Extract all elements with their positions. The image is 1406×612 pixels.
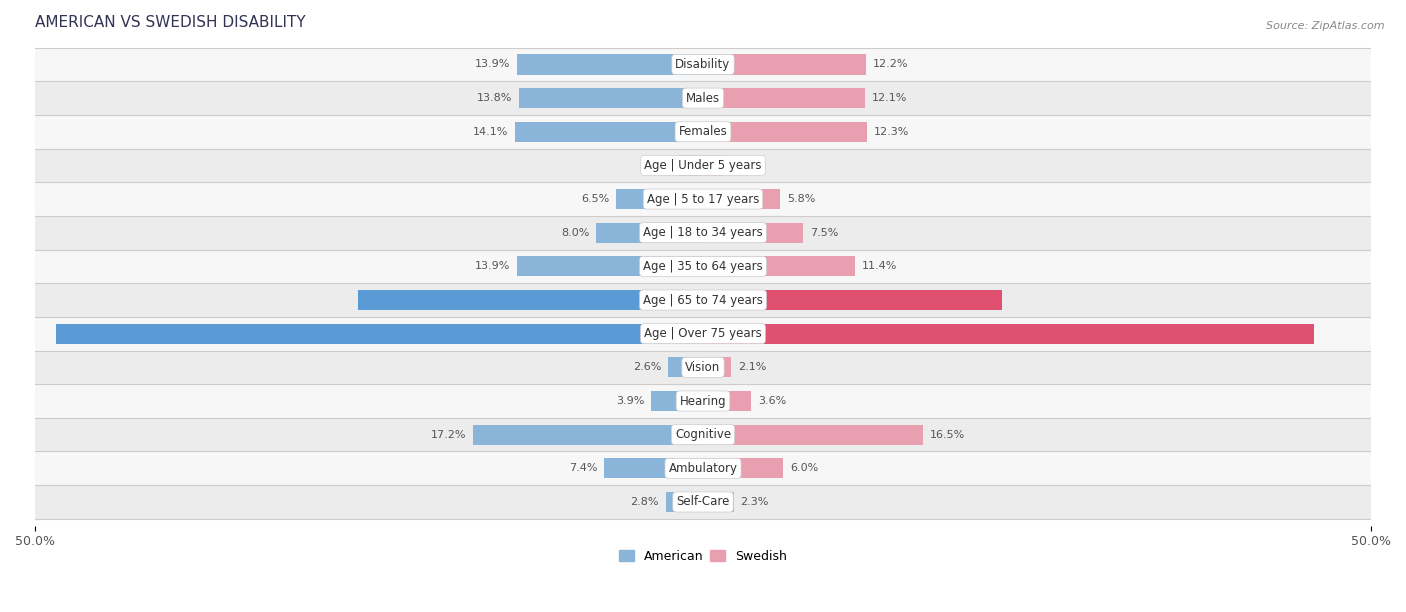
- Text: Hearing: Hearing: [679, 395, 727, 408]
- Text: 13.9%: 13.9%: [475, 261, 510, 271]
- Text: 45.7%: 45.7%: [717, 329, 755, 338]
- Text: Disability: Disability: [675, 58, 731, 71]
- Text: Age | Under 5 years: Age | Under 5 years: [644, 159, 762, 172]
- Text: Age | 18 to 34 years: Age | 18 to 34 years: [643, 226, 763, 239]
- Bar: [703, 357, 731, 378]
- FancyBboxPatch shape: [35, 115, 1371, 149]
- FancyBboxPatch shape: [35, 418, 1371, 452]
- Bar: [616, 189, 703, 209]
- Text: 11.4%: 11.4%: [862, 261, 897, 271]
- Bar: [474, 425, 703, 445]
- Text: Age | 5 to 17 years: Age | 5 to 17 years: [647, 193, 759, 206]
- Text: 25.8%: 25.8%: [651, 295, 689, 305]
- Text: 13.8%: 13.8%: [477, 93, 512, 103]
- Bar: [703, 492, 734, 512]
- Bar: [703, 458, 783, 479]
- FancyBboxPatch shape: [35, 149, 1371, 182]
- Bar: [678, 155, 703, 176]
- Text: Males: Males: [686, 92, 720, 105]
- Bar: [359, 290, 703, 310]
- FancyBboxPatch shape: [35, 81, 1371, 115]
- Bar: [605, 458, 703, 479]
- Bar: [517, 54, 703, 75]
- Bar: [703, 223, 803, 243]
- Text: Source: ZipAtlas.com: Source: ZipAtlas.com: [1267, 21, 1385, 31]
- Text: Cognitive: Cognitive: [675, 428, 731, 441]
- Bar: [519, 88, 703, 108]
- Text: 7.4%: 7.4%: [569, 463, 598, 473]
- Bar: [703, 122, 868, 142]
- Bar: [665, 492, 703, 512]
- Text: 1.6%: 1.6%: [731, 160, 759, 170]
- Text: 12.3%: 12.3%: [875, 127, 910, 136]
- Text: Females: Females: [679, 125, 727, 138]
- Bar: [517, 256, 703, 277]
- Text: 8.0%: 8.0%: [561, 228, 589, 237]
- FancyBboxPatch shape: [35, 351, 1371, 384]
- Text: 3.6%: 3.6%: [758, 396, 786, 406]
- Text: Age | 65 to 74 years: Age | 65 to 74 years: [643, 294, 763, 307]
- FancyBboxPatch shape: [35, 182, 1371, 216]
- FancyBboxPatch shape: [35, 384, 1371, 418]
- FancyBboxPatch shape: [35, 216, 1371, 250]
- Bar: [703, 324, 1313, 344]
- Text: AMERICAN VS SWEDISH DISABILITY: AMERICAN VS SWEDISH DISABILITY: [35, 15, 305, 30]
- Text: 12.1%: 12.1%: [872, 93, 907, 103]
- Text: Vision: Vision: [685, 361, 721, 374]
- Text: 2.1%: 2.1%: [738, 362, 766, 372]
- Text: 12.2%: 12.2%: [873, 59, 908, 69]
- Bar: [596, 223, 703, 243]
- Text: 7.5%: 7.5%: [810, 228, 838, 237]
- Text: Age | Over 75 years: Age | Over 75 years: [644, 327, 762, 340]
- Text: Ambulatory: Ambulatory: [668, 462, 738, 475]
- Bar: [703, 189, 780, 209]
- Text: Self-Care: Self-Care: [676, 496, 730, 509]
- Text: 6.5%: 6.5%: [581, 194, 609, 204]
- Text: Age | 35 to 64 years: Age | 35 to 64 years: [643, 260, 763, 273]
- FancyBboxPatch shape: [35, 48, 1371, 81]
- Text: 13.9%: 13.9%: [475, 59, 510, 69]
- Legend: American, Swedish: American, Swedish: [614, 545, 792, 568]
- Text: 16.5%: 16.5%: [931, 430, 966, 439]
- Text: 6.0%: 6.0%: [790, 463, 818, 473]
- Bar: [703, 425, 924, 445]
- Bar: [703, 290, 1002, 310]
- Bar: [703, 54, 866, 75]
- Bar: [703, 88, 865, 108]
- FancyBboxPatch shape: [35, 250, 1371, 283]
- Text: 2.6%: 2.6%: [633, 362, 662, 372]
- Text: 3.9%: 3.9%: [616, 396, 644, 406]
- Text: 1.9%: 1.9%: [643, 160, 671, 170]
- Text: 2.3%: 2.3%: [741, 497, 769, 507]
- Text: 17.2%: 17.2%: [432, 430, 467, 439]
- FancyBboxPatch shape: [35, 485, 1371, 519]
- Bar: [703, 256, 855, 277]
- Bar: [515, 122, 703, 142]
- Text: 5.8%: 5.8%: [787, 194, 815, 204]
- FancyBboxPatch shape: [35, 317, 1371, 351]
- Text: 48.4%: 48.4%: [651, 329, 689, 338]
- Bar: [668, 357, 703, 378]
- Bar: [703, 155, 724, 176]
- Text: 2.8%: 2.8%: [630, 497, 659, 507]
- Bar: [56, 324, 703, 344]
- Text: 22.4%: 22.4%: [717, 295, 755, 305]
- Text: 14.1%: 14.1%: [472, 127, 508, 136]
- Bar: [651, 391, 703, 411]
- FancyBboxPatch shape: [35, 283, 1371, 317]
- FancyBboxPatch shape: [35, 452, 1371, 485]
- Bar: [703, 391, 751, 411]
